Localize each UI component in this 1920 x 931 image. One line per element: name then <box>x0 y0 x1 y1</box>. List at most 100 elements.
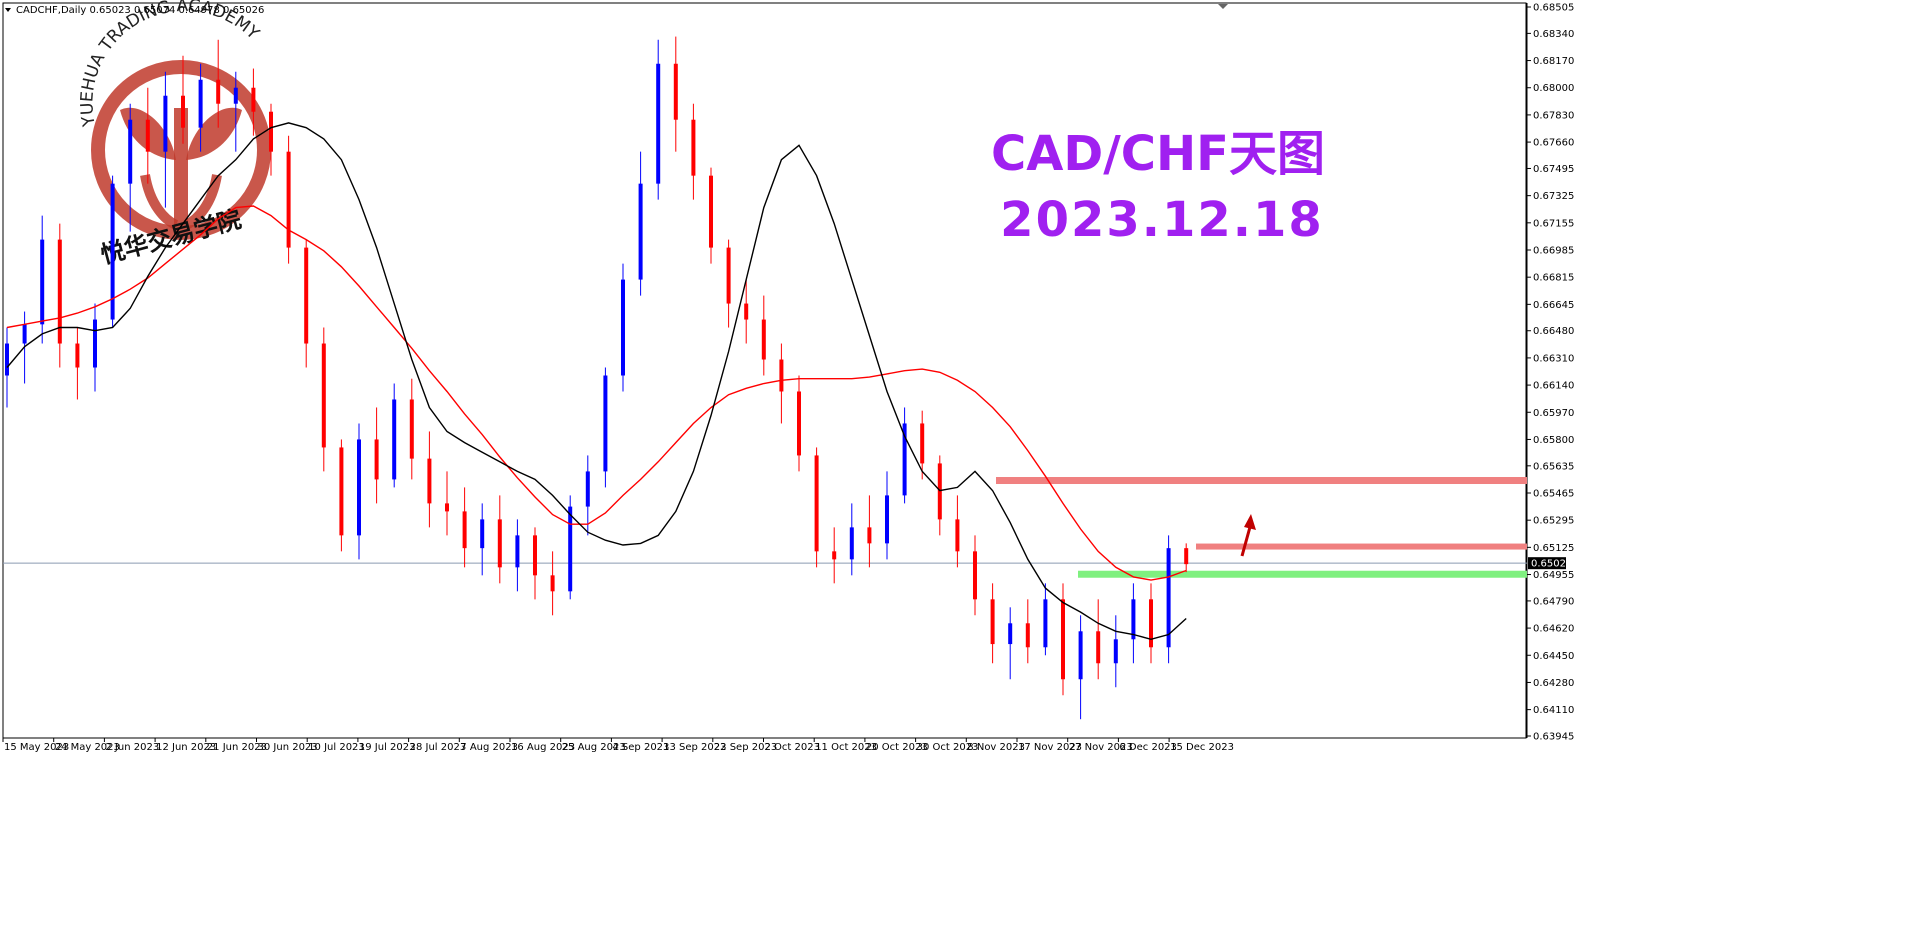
candle <box>1184 543 1189 573</box>
y-tick-label: 0.67830 <box>1533 110 1574 121</box>
y-tick-label: 0.66310 <box>1533 353 1574 364</box>
scroll-marker-icon[interactable] <box>1218 4 1228 9</box>
candle <box>1025 599 1030 664</box>
support-zone <box>1078 570 1527 578</box>
horizontal-levels <box>3 477 1527 578</box>
y-tick-label: 0.64450 <box>1533 651 1574 662</box>
candle <box>973 535 977 616</box>
resistance-zone-lower <box>1196 543 1527 550</box>
candle <box>269 103 273 176</box>
candle <box>1131 583 1136 664</box>
header-dropdown-icon[interactable] <box>5 8 11 12</box>
y-tick-label: 0.64955 <box>1533 570 1574 581</box>
candle-body <box>163 95 168 152</box>
candle <box>462 487 467 568</box>
candle-body <box>269 111 273 152</box>
x-tick-label: 20 Oct 2023 <box>866 742 928 753</box>
candle <box>955 495 960 568</box>
candle-body <box>937 463 942 520</box>
candle-body <box>885 495 889 544</box>
y-tick-label: 0.67325 <box>1533 191 1574 202</box>
candle-body <box>40 239 45 325</box>
candle <box>867 495 872 568</box>
candle <box>497 495 502 584</box>
x-tick-label: 12 Jun 2023 <box>156 742 216 753</box>
candle-body <box>497 519 502 568</box>
candle <box>445 471 449 536</box>
candle-body <box>1149 599 1153 648</box>
candle-body <box>427 458 432 504</box>
candle-body <box>691 119 696 176</box>
candle-body <box>1061 599 1065 680</box>
candle <box>761 295 766 376</box>
candle <box>409 378 414 480</box>
candle-body <box>585 471 590 507</box>
y-tick-label: 0.65800 <box>1533 435 1574 446</box>
candle-body <box>251 87 256 112</box>
candle <box>568 495 573 600</box>
candle-body <box>339 447 344 536</box>
candle <box>515 519 520 592</box>
x-tick-label: 21 Jun 2023 <box>207 742 267 753</box>
candle-body <box>1008 623 1013 645</box>
y-tick-label: 0.65970 <box>1533 408 1574 419</box>
candle <box>533 527 537 600</box>
x-tick-label: 30 Oct 2023 <box>917 742 979 753</box>
candle <box>110 175 115 328</box>
candle-body <box>286 151 291 248</box>
candle <box>128 103 133 232</box>
y-tick-label: 0.65125 <box>1533 543 1574 554</box>
candle-body <box>480 519 485 549</box>
x-tick-label: 4 Sep 2023 <box>612 742 669 753</box>
candle <box>1149 583 1153 664</box>
candle <box>1043 583 1048 656</box>
candle-body <box>1113 639 1118 664</box>
y-tick-label: 0.67155 <box>1533 218 1574 229</box>
candle-body <box>22 324 27 344</box>
candle-body <box>57 239 62 344</box>
candle-body <box>832 551 837 560</box>
y-tick-label: 0.67660 <box>1533 138 1574 149</box>
y-tick-label: 0.68170 <box>1533 56 1574 67</box>
candle <box>163 71 168 208</box>
y-tick-label: 0.66645 <box>1533 300 1574 311</box>
x-tick-label: 28 Jul 2023 <box>410 742 467 753</box>
y-tick-label: 0.66140 <box>1533 381 1574 392</box>
candle-body <box>568 506 573 592</box>
candle <box>902 407 907 504</box>
moving-averages <box>6 122 1187 641</box>
x-tick-label: 25 Aug 2023 <box>562 742 626 753</box>
candle <box>1166 535 1171 664</box>
x-tick-label: 30 Jun 2023 <box>258 742 318 753</box>
candle-body <box>920 423 925 464</box>
candle <box>339 439 344 552</box>
candle <box>480 503 485 576</box>
candle <box>304 239 309 368</box>
candle-body <box>5 343 9 376</box>
candle-body <box>656 63 661 184</box>
candle-body <box>726 247 731 304</box>
x-tick-label: 16 Aug 2023 <box>511 742 575 753</box>
candle-body <box>445 503 449 512</box>
x-tick-label: 2 Oct 2023 <box>765 742 820 753</box>
x-tick-label: 2 Jun 2023 <box>105 742 159 753</box>
candle-body <box>638 183 643 280</box>
watermark-ring <box>91 60 271 240</box>
symbol-header: CADCHF,Daily 0.65023 0.65074 0.64978 0.6… <box>16 5 264 16</box>
candle <box>216 39 221 128</box>
candle-body <box>973 551 977 600</box>
candle-body <box>392 399 397 480</box>
candle-body <box>621 279 625 376</box>
candle-body <box>321 343 326 448</box>
candle <box>198 63 203 152</box>
candle <box>744 279 749 344</box>
y-tick-label: 0.66985 <box>1533 246 1574 257</box>
candle-body <box>409 399 414 459</box>
candle <box>392 383 397 488</box>
candle-body <box>304 247 309 344</box>
x-tick-label: 15 Dec 2023 <box>1170 742 1234 753</box>
candle <box>849 503 854 576</box>
x-tick-label: 11 Oct 2023 <box>815 742 877 753</box>
